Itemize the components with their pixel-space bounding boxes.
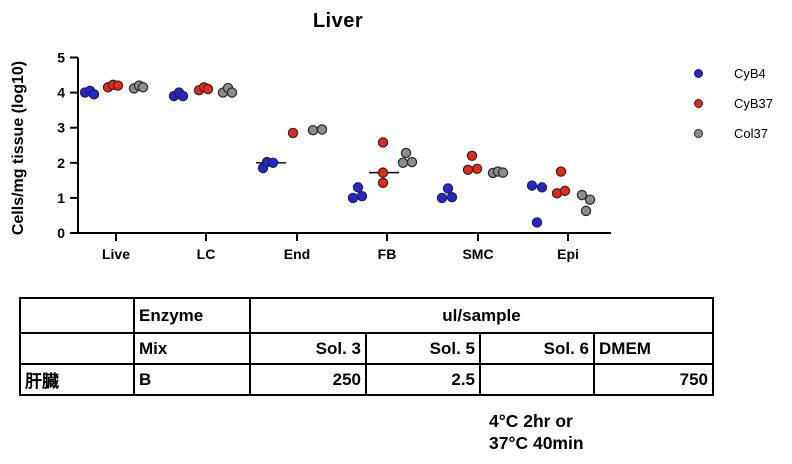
data-point-Col37 — [576, 189, 588, 201]
data-point-Col37 — [497, 167, 509, 178]
x-tick-label: FB — [378, 246, 397, 262]
data-point-Col37 — [584, 194, 596, 205]
legend-marker-icon — [694, 68, 703, 78]
table-row-header-1: Enzyme ul/sample — [19, 297, 714, 334]
data-point-Col37 — [316, 124, 328, 135]
cell-sol5-header: Sol. 5 — [365, 332, 481, 365]
data-point-Col37 — [137, 82, 149, 93]
data-point-CyB37 — [202, 83, 214, 95]
data-point-CyB37 — [377, 177, 389, 189]
data-point-CyB37 — [377, 167, 389, 178]
cell-dmem-value: 750 — [593, 363, 714, 396]
x-tick-label: SMC — [462, 246, 493, 262]
enzyme-table: Enzyme ul/sample Mix Sol. 3 Sol. 5 Sol. … — [19, 297, 714, 396]
cell-sol3-header: Sol. 3 — [249, 332, 367, 365]
data-point-CyB4 — [352, 182, 364, 193]
data-point-CyB37 — [555, 166, 567, 177]
data-point-CyB37 — [559, 185, 571, 197]
y-tick-label: 0 — [57, 225, 65, 241]
cell-mix-header: Mix — [133, 332, 251, 365]
cell-sol6-header: Sol. 6 — [479, 332, 595, 365]
legend-item-CyB4: CyB4 — [694, 58, 773, 88]
data-point-CyB4 — [356, 190, 368, 202]
legend-label: CyB37 — [734, 95, 774, 111]
data-point-CyB4 — [526, 180, 538, 191]
y-tick-label: 1 — [57, 190, 65, 206]
cell-sol3-value: 250 — [249, 363, 367, 396]
data-point-CyB4 — [347, 192, 359, 204]
note-line-1: 4°C 2hr or — [489, 411, 573, 431]
cell-blank — [19, 332, 135, 365]
data-point-CyB4 — [446, 191, 458, 203]
data-point-CyB4 — [436, 192, 448, 204]
y-tick-label: 3 — [57, 120, 65, 136]
legend-label: CyB4 — [734, 65, 766, 81]
x-tick-label: Live — [102, 246, 130, 262]
legend-marker-icon — [694, 128, 703, 138]
scatter-plot: 0 1 2 3 4 5 Live LC End FB SMC Epi — [57, 50, 611, 262]
data-point-CyB4 — [531, 217, 543, 228]
legend-item-Col37: Col37 — [694, 118, 773, 148]
cell-ul-sample-header: ul/sample — [249, 297, 714, 334]
chart-title: Liver — [312, 10, 364, 32]
x-tick-label: LC — [197, 246, 216, 262]
data-point-Col37 — [226, 87, 238, 98]
note-line-2: 37°C 40min — [489, 433, 584, 453]
legend-marker-icon — [694, 98, 703, 108]
cell-organ: 肝臓 — [19, 363, 135, 396]
data-point-Col37 — [307, 124, 319, 136]
y-tick-label: 5 — [57, 50, 65, 66]
data-point-CyB4 — [267, 157, 279, 168]
data-point-Col37 — [580, 205, 592, 217]
cell-sol6-value — [479, 363, 595, 396]
x-tick-label: Epi — [557, 246, 579, 262]
data-point-CyB4 — [442, 183, 454, 194]
data-point-CyB37 — [466, 150, 478, 161]
incubation-note: 4°C 2hr or 37°C 40min — [489, 410, 584, 454]
data-point-CyB37 — [462, 164, 474, 176]
data-point-CyB37 — [287, 127, 299, 139]
data-point-Col37 — [400, 147, 412, 159]
cell-mix-value: B — [133, 363, 251, 396]
data-point-Col37 — [397, 157, 409, 168]
data-point-CyB37 — [112, 80, 124, 91]
legend-label: Col37 — [734, 125, 768, 141]
cell-sol5-value: 2.5 — [365, 363, 481, 396]
chart-legend: CyB4 CyB37 Col37 — [694, 58, 773, 148]
data-point-Col37 — [406, 156, 418, 168]
x-tick-label: End — [284, 246, 310, 262]
cell-enzyme-header: Enzyme — [133, 297, 251, 334]
cell-dmem-header: DMEM — [593, 332, 714, 365]
legend-item-CyB37: CyB37 — [694, 88, 773, 118]
data-point-CyB4 — [536, 182, 548, 193]
table-row-liver: 肝臓 B 250 2.5 750 — [19, 363, 714, 396]
data-point-CyB4 — [177, 90, 189, 102]
table-row-header-2: Mix Sol. 3 Sol. 5 Sol. 6 DMEM — [19, 332, 714, 365]
data-point-CyB37 — [471, 163, 483, 174]
cell-blank — [19, 297, 135, 334]
data-point-CyB37 — [377, 137, 389, 148]
y-tick-label: 4 — [57, 85, 65, 101]
y-tick-label: 2 — [57, 155, 65, 171]
data-point-CyB4 — [88, 89, 100, 100]
